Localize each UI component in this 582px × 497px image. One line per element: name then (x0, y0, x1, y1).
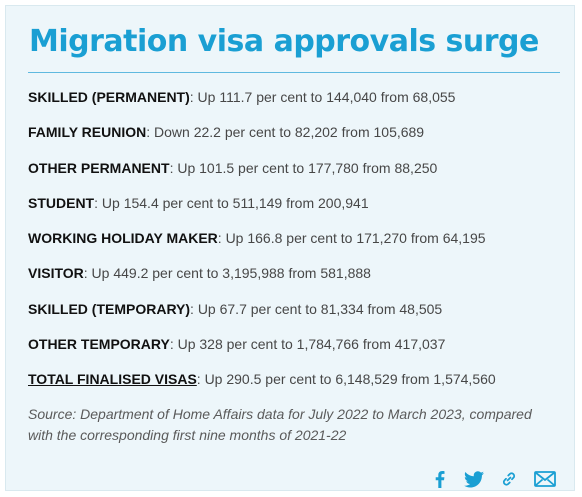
item-label: SKILLED (PERMANENT) (28, 89, 190, 105)
item-label: FAMILY REUNION (28, 124, 147, 141)
item-text: : Up 101.5 per cent to 177,780 from 88,2… (169, 159, 438, 176)
twitter-share-button[interactable] (462, 468, 486, 490)
list-item: STUDENT: Up 154.4 per cent to 511,149 fr… (28, 192, 568, 227)
list-item: FAMILY REUNION: Down 22.2 per cent to 82… (28, 121, 568, 156)
item-text: : Up 328 per cent to 1,784,766 from 417,… (169, 336, 446, 353)
facebook-share-button[interactable] (432, 468, 448, 490)
item-text: : Down 22.2 per cent to 82,202 from 105,… (146, 124, 425, 141)
item-text: : Up 111.7 per cent to 144,040 from 68,0… (189, 89, 456, 105)
email-share-button[interactable] (532, 468, 558, 490)
list-item: VISITOR: Up 449.2 per cent to 3,195,988 … (28, 262, 568, 297)
email-icon (534, 471, 556, 487)
item-label: SKILLED (TEMPORARY) (28, 300, 191, 317)
item-label: WORKING HOLIDAY MAKER (28, 230, 218, 247)
list-item: SKILLED (PERMANENT): Up 111.7 per cent t… (28, 86, 568, 121)
list-item: WORKING HOLIDAY MAKER: Up 166.8 per cent… (28, 227, 568, 262)
infobox-card: Migration visa approvals surge SKILLED (… (5, 5, 575, 491)
facebook-icon (435, 470, 445, 488)
list-item: SKILLED (TEMPORARY): Up 67.7 per cent to… (28, 298, 568, 333)
copy-link-button[interactable] (498, 468, 520, 490)
item-text: : Up 67.7 per cent to 81,334 from 48,505 (190, 300, 443, 317)
item-label: OTHER PERMANENT (28, 159, 170, 176)
item-text: : Up 290.5 per cent to 6,148,529 from 1,… (196, 371, 496, 388)
list-item-total: TOTAL FINALISED VISAS: Up 290.5 per cent… (28, 368, 568, 403)
infobox-title: Migration visa approvals surge (29, 24, 539, 59)
item-text: : Up 449.2 per cent to 3,195,988 from 58… (83, 265, 371, 282)
list-item: OTHER PERMANENT: Up 101.5 per cent to 17… (28, 157, 568, 192)
item-label: STUDENT (28, 194, 95, 211)
item-text: : Up 154.4 per cent to 511,149 from 200,… (94, 194, 369, 211)
item-label: VISITOR (28, 265, 84, 282)
item-label: OTHER TEMPORARY (28, 336, 170, 353)
title-divider (28, 72, 560, 73)
link-icon (502, 472, 516, 486)
visa-category-list: SKILLED (PERMANENT): Up 111.7 per cent t… (28, 86, 568, 404)
item-text: : Up 166.8 per cent to 171,270 from 64,1… (217, 230, 486, 247)
list-item: OTHER TEMPORARY: Up 328 per cent to 1,78… (28, 333, 568, 368)
twitter-icon (464, 470, 484, 487)
source-note: Source: Department of Home Affairs data … (28, 406, 532, 443)
item-label-total: TOTAL FINALISED VISAS (28, 371, 197, 388)
